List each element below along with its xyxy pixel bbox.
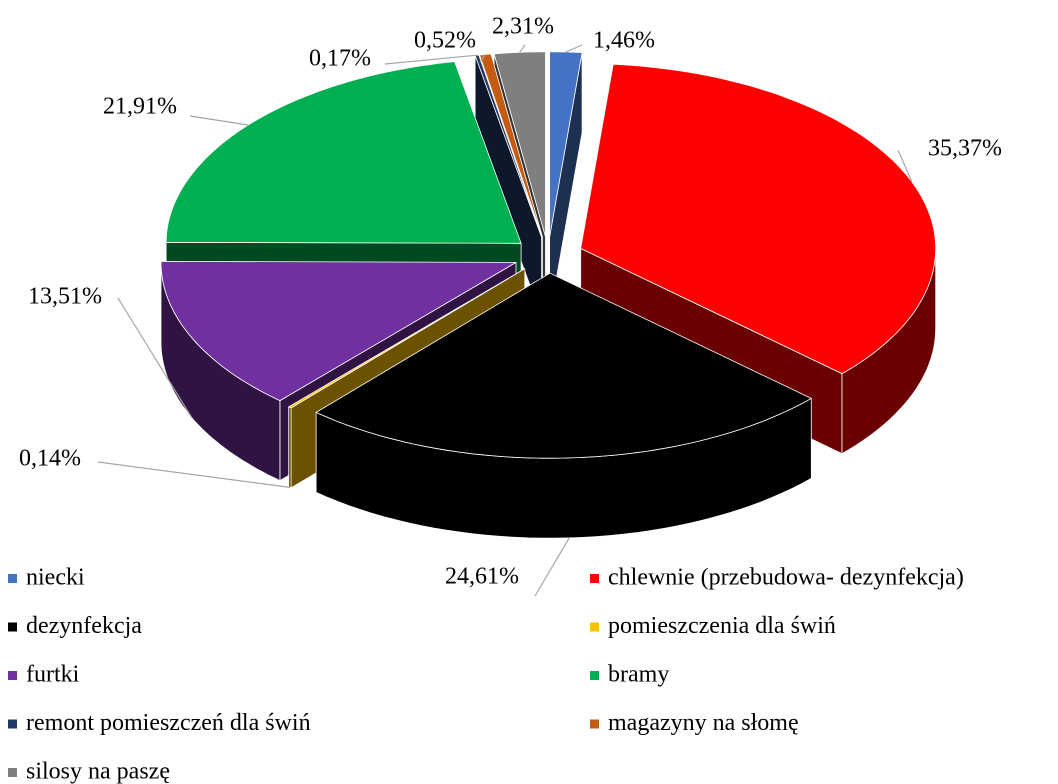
data-label: 13,51% bbox=[28, 284, 102, 310]
legend-swatch bbox=[8, 622, 17, 632]
legend-swatch bbox=[590, 671, 599, 680]
legend-swatch bbox=[590, 719, 599, 729]
legend-swatch bbox=[8, 719, 17, 729]
legend-label: remont pomieszczeń dla świń bbox=[26, 710, 311, 736]
slice-top bbox=[288, 268, 526, 409]
leader-line bbox=[479, 54, 486, 63]
pie-slice bbox=[549, 51, 583, 318]
legend-label: chlewnie (przebudowa- dezynfekcja) bbox=[608, 565, 964, 591]
legend-label: silosy na paszę bbox=[26, 759, 170, 784]
legend-label: pomieszczenia dla świń bbox=[608, 613, 836, 639]
leader-line bbox=[519, 44, 526, 53]
data-label: 1,46% bbox=[593, 28, 655, 54]
pie-slice bbox=[315, 272, 812, 539]
data-label: 35,37% bbox=[928, 136, 1002, 162]
leader-line bbox=[565, 44, 583, 53]
slice-top bbox=[165, 61, 522, 244]
slice-top bbox=[315, 272, 812, 459]
data-label: 0,14% bbox=[19, 446, 81, 472]
leader-line bbox=[117, 297, 193, 418]
leader-line bbox=[384, 54, 478, 65]
legend-label: dezynfekcja bbox=[26, 613, 142, 639]
leader-line bbox=[897, 149, 913, 183]
legend-label: magazyny na słomę bbox=[608, 710, 799, 736]
slice-wall bbox=[288, 406, 292, 489]
data-label: 24,61% bbox=[445, 564, 519, 590]
data-label: 2,31% bbox=[492, 14, 554, 40]
slice-top bbox=[160, 260, 517, 402]
legend-swatch bbox=[8, 574, 17, 583]
slice-top bbox=[580, 63, 937, 375]
legend-label: furtki bbox=[26, 662, 80, 688]
legend-swatch bbox=[8, 768, 17, 777]
legend-swatch bbox=[590, 574, 599, 583]
data-label: 0,17% bbox=[309, 46, 371, 72]
leader-line bbox=[534, 537, 570, 597]
legend-label: niecki bbox=[26, 565, 85, 591]
data-label: 0,52% bbox=[414, 28, 476, 54]
data-label: 21,91% bbox=[103, 94, 177, 120]
legend-swatch bbox=[8, 671, 17, 680]
leader-line bbox=[97, 461, 290, 488]
legend-label: bramy bbox=[608, 662, 669, 688]
legend-swatch bbox=[590, 622, 599, 632]
leader-line bbox=[189, 115, 249, 126]
